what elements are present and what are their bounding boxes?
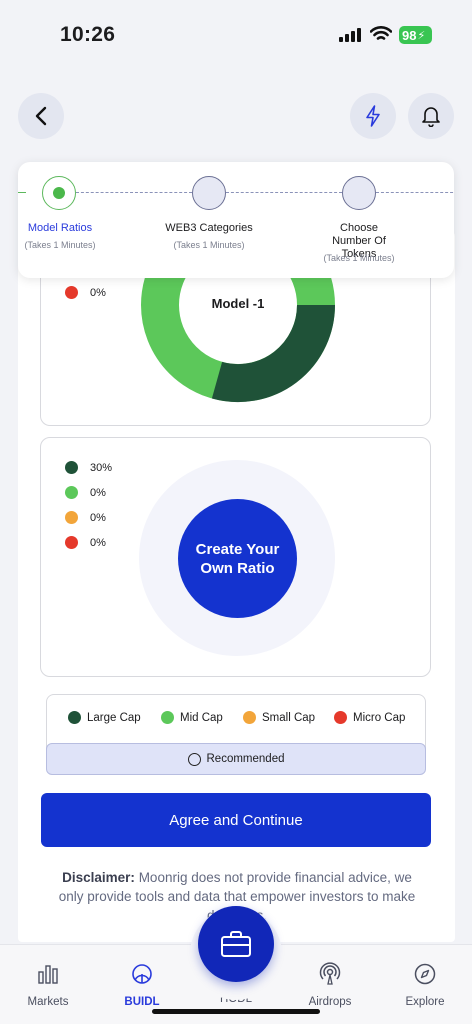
model-title: Model -1 <box>211 296 265 311</box>
nav-explore[interactable]: Explore <box>385 961 465 1008</box>
legend-dot <box>65 286 78 299</box>
status-bar: 10:26 98 ⚡ <box>0 0 472 70</box>
legend-value: 0% <box>90 511 106 524</box>
cap-legend-small: Small Cap <box>243 711 315 724</box>
lightning-icon <box>366 105 380 127</box>
cap-label: Micro Cap <box>353 711 406 724</box>
nav-label: Markets <box>27 996 69 1008</box>
model-1-donut-chart <box>141 278 336 403</box>
agree-continue-button[interactable]: Agree and Continue <box>41 793 431 847</box>
nav-label: Explore <box>405 996 445 1008</box>
cap-label: Small Cap <box>262 711 316 724</box>
nav-airdrops[interactable]: Airdrops <box>290 961 370 1008</box>
bar-chart-icon <box>38 965 58 984</box>
briefcase-icon <box>221 931 251 957</box>
custom-ratio-card[interactable]: 30% 0% 0% 0% Create Your Own Ratio <box>40 437 431 677</box>
cap-legend-large: Large Cap <box>68 711 141 724</box>
back-button[interactable] <box>18 93 64 139</box>
step-1-label: Model Ratios <box>27 222 93 234</box>
nav-buidl[interactable]: BUIDL <box>102 961 182 1008</box>
legend-row-micro: 0% <box>65 286 106 299</box>
disclaimer-label: Disclaimer: <box>62 870 135 885</box>
step-connector <box>76 192 192 193</box>
create-own-ratio-button[interactable]: Create Your Own Ratio <box>178 499 297 618</box>
legend-row-mid: 0% <box>65 486 106 499</box>
step-3-duration: (Takes 1 Minutes) <box>323 253 395 263</box>
cap-label: Large Cap <box>87 711 141 724</box>
legend-dot <box>334 711 347 724</box>
legend-value: 30% <box>90 461 113 474</box>
signal-icon <box>339 28 363 42</box>
legend-dot <box>65 511 78 524</box>
battery-indicator: 98 ⚡ <box>399 26 432 44</box>
airdrop-icon <box>319 962 341 985</box>
step-2-indicator[interactable] <box>192 176 226 210</box>
wifi-icon <box>370 26 392 40</box>
cap-legend: Large Cap Mid Cap Small Cap Micro Cap Re… <box>46 694 426 775</box>
model-1-card[interactable]: 0% Model -1 <box>40 278 431 426</box>
notifications-button[interactable] <box>408 93 454 139</box>
cap-legend-mid: Mid Cap <box>161 711 223 724</box>
hodl-button[interactable] <box>198 906 274 982</box>
boost-button[interactable] <box>350 93 396 139</box>
legend-value: 0% <box>90 286 106 299</box>
legend-dot <box>68 711 81 724</box>
legend-value: 0% <box>90 536 106 549</box>
planet-icon <box>132 964 152 984</box>
donut-segment-large <box>211 304 336 403</box>
progress-stepper: Model Ratios (Takes 1 Minutes) WEB3 Cate… <box>18 162 454 278</box>
legend-dot <box>65 536 78 549</box>
recommended-option[interactable]: Recommended <box>46 743 426 775</box>
legend-row-small: 0% <box>65 511 106 524</box>
battery-level: 98 <box>402 27 417 43</box>
step-2-label: WEB3 Categories <box>165 222 253 234</box>
step-connector <box>226 192 342 193</box>
step-2-duration: (Takes 1 Minutes) <box>173 240 245 250</box>
legend-row-micro: 0% <box>65 536 106 549</box>
step-3-label: Choose Number Of Tokens <box>332 222 386 260</box>
nav-label: Airdrops <box>308 996 352 1008</box>
step-1-indicator[interactable] <box>42 176 76 210</box>
step-connector <box>376 192 454 193</box>
step-1-duration: (Takes 1 Minutes) <box>24 240 96 250</box>
bell-icon <box>422 107 440 127</box>
legend-value: 0% <box>90 486 106 499</box>
home-indicator <box>152 1009 320 1014</box>
recommended-label: Recommended <box>206 753 285 765</box>
cap-label: Mid Cap <box>180 711 223 724</box>
legend-dot <box>65 486 78 499</box>
status-time: 10:26 <box>60 23 116 46</box>
legend-dot <box>161 711 174 724</box>
nav-markets[interactable]: Markets <box>8 961 88 1008</box>
nav-label: BUIDL <box>124 996 160 1008</box>
step-3-indicator[interactable] <box>342 176 376 210</box>
legend-row-large: 30% <box>65 461 112 474</box>
step-connector-done <box>18 192 26 193</box>
legend-dot <box>65 461 78 474</box>
cap-legend-micro: Micro Cap <box>334 711 405 724</box>
charging-icon: ⚡ <box>417 29 426 42</box>
legend-dot <box>243 711 256 724</box>
recommended-radio[interactable] <box>187 752 201 766</box>
chevron-left-icon <box>35 106 47 126</box>
compass-icon <box>414 963 436 985</box>
